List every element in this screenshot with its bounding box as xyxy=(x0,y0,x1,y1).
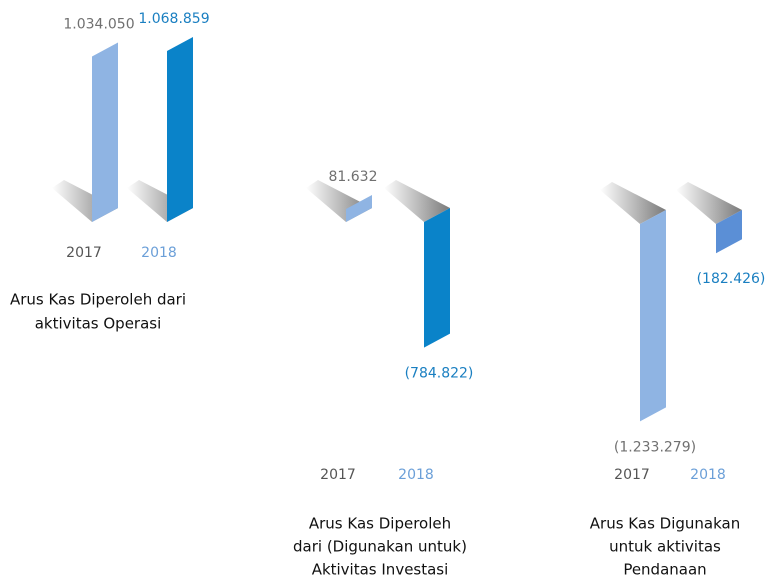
category-label: 2017 xyxy=(66,245,102,261)
chart-title: Arus Kas Diperoleh dari xyxy=(10,291,186,309)
chart-title: Arus Kas Diperoleh xyxy=(309,515,451,533)
value-label: 81.632 xyxy=(329,169,378,185)
category-label: 2017 xyxy=(614,467,650,483)
chart-title: Arus Kas Digunakan xyxy=(590,515,740,533)
value-label: 1.034.050 xyxy=(63,17,134,33)
category-label: 2018 xyxy=(141,245,177,261)
chart-title: untuk aktivitas xyxy=(609,538,721,556)
bar xyxy=(716,210,742,254)
value-label: (1.233.279) xyxy=(614,439,696,455)
value-label: (784.822) xyxy=(405,366,474,382)
chart-title: Aktivitas Investasi xyxy=(312,561,449,576)
bar xyxy=(424,208,450,348)
category-label: 2018 xyxy=(398,467,434,483)
bar xyxy=(167,36,193,222)
bar xyxy=(346,194,372,222)
bar xyxy=(92,42,118,222)
bar-shadow xyxy=(600,182,666,224)
bar-shadow xyxy=(676,182,742,224)
value-label: 1.068.859 xyxy=(138,11,209,27)
chart-title: Pendanaan xyxy=(623,561,706,576)
value-label: (182.426) xyxy=(697,271,766,287)
chart-title: aktivitas Operasi xyxy=(35,315,162,333)
category-label: 2018 xyxy=(690,467,726,483)
category-label: 2017 xyxy=(320,467,356,483)
bar-shadow xyxy=(384,180,450,222)
chart-title: dari (Digunakan untuk) xyxy=(293,538,467,556)
bar xyxy=(640,210,666,422)
